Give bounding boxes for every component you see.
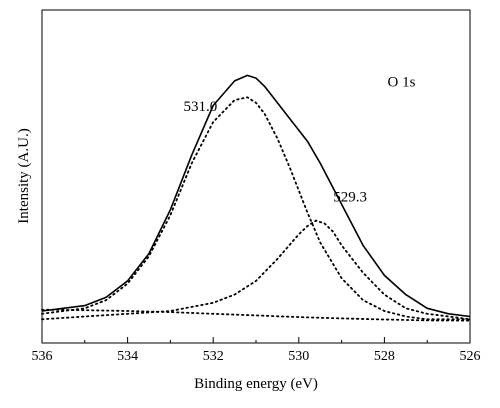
- x-tick-label: 536: [32, 349, 53, 364]
- y-axis-label: Intensity (A.U.): [16, 128, 32, 223]
- x-tick-label: 530: [288, 349, 309, 364]
- series-3-line: [41, 308, 471, 322]
- series-0-line: [41, 74, 471, 318]
- series-1-line: [41, 96, 471, 321]
- x-axis-label: Binding energy (eV): [194, 376, 318, 392]
- x-tick-label: 528: [374, 349, 395, 364]
- x-tick-label: 534: [117, 349, 138, 364]
- curves-layer: [41, 74, 471, 322]
- x-ticks-layer: 536 534 532 530 528 526: [32, 337, 481, 364]
- peak-annotation: 531.0: [183, 99, 217, 115]
- plot-frame: [41, 9, 471, 344]
- x-tick-label: 526: [460, 349, 481, 364]
- peak-annotation: O 1s: [388, 74, 416, 90]
- series-2-line: [41, 219, 471, 321]
- annotations-layer: O 1s 531.0 529.3: [183, 74, 415, 205]
- x-tick-label: 532: [203, 349, 224, 364]
- peak-annotation: 529.3: [333, 189, 367, 205]
